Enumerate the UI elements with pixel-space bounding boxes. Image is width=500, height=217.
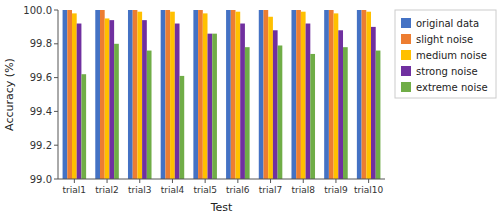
y-tick-label: 99.0 (30, 174, 52, 185)
bar (175, 24, 180, 179)
x-tick-label: trial5 (193, 185, 216, 195)
y-tick-label: 99.4 (30, 106, 52, 117)
bar (100, 10, 105, 179)
bar (203, 13, 208, 179)
bar (212, 34, 217, 179)
legend-swatch (401, 18, 411, 28)
bar (161, 10, 166, 179)
bar (291, 10, 296, 179)
x-tick-label: trial2 (95, 185, 118, 195)
x-tick (205, 179, 206, 183)
bar (296, 10, 301, 179)
x-tick-label: trial8 (292, 185, 316, 195)
bar (245, 47, 250, 179)
bar (263, 10, 268, 179)
legend: original data slight noise medium noise str… (395, 10, 496, 98)
bar (198, 10, 203, 179)
bar (301, 12, 306, 179)
bar (137, 12, 142, 179)
x-tick-label: trial10 (354, 185, 383, 195)
bar (193, 10, 198, 179)
y-tick (54, 111, 58, 112)
bar (180, 76, 185, 179)
bar (170, 12, 175, 179)
bar (133, 10, 138, 179)
bar (376, 51, 381, 179)
legend-label: original data (416, 18, 479, 29)
bar (105, 18, 110, 179)
y-tick (54, 145, 58, 146)
y-tick-label: 100.0 (23, 5, 52, 16)
bar (343, 47, 348, 179)
bar (72, 13, 77, 179)
chart: 99.0 99.2 99.4 99.6 99.8 100.0 trial1 trial2 tri… (0, 0, 500, 217)
y-tick (54, 43, 58, 44)
legend-label: slight noise (416, 34, 473, 45)
bar (273, 30, 278, 179)
x-tick (139, 179, 140, 183)
y-axis-line (58, 10, 59, 179)
bar (63, 10, 68, 179)
bar (324, 10, 329, 179)
y-tick-label: 99.2 (30, 140, 52, 151)
bar (306, 24, 311, 179)
bar (67, 10, 72, 179)
bar (226, 10, 231, 179)
legend-swatch (401, 34, 411, 44)
x-tick (107, 179, 108, 183)
bar (310, 54, 315, 179)
bar (208, 34, 213, 179)
x-tick-label: trial3 (128, 185, 151, 195)
x-tick (237, 179, 238, 183)
bar (268, 17, 273, 179)
legend-swatch (401, 66, 411, 76)
x-tick (303, 179, 304, 183)
x-tick (335, 179, 336, 183)
bar (334, 13, 339, 179)
legend-label: extreme noise (416, 82, 488, 93)
bar (142, 20, 147, 179)
bar (357, 10, 362, 179)
bar (165, 10, 170, 179)
legend-swatch (401, 50, 411, 60)
bar (278, 45, 283, 179)
bar (114, 44, 119, 179)
x-tick-label: trial6 (226, 185, 250, 195)
x-tick (270, 179, 271, 183)
x-axis-title: Test (210, 201, 233, 214)
bar (240, 24, 245, 179)
bars (63, 10, 381, 179)
bar (109, 20, 114, 179)
bar (128, 10, 133, 179)
legend-label: strong noise (416, 66, 478, 77)
x-tick (74, 179, 75, 183)
x-tick (368, 179, 369, 183)
x-tick-label: trial9 (324, 185, 348, 195)
bar (371, 27, 376, 179)
bar (95, 10, 100, 179)
y-axis-title: Accuracy (%) (3, 58, 16, 131)
y-tick-label: 99.8 (30, 38, 52, 49)
bar (329, 10, 334, 179)
legend-label: medium noise (416, 50, 487, 61)
x-tick-label: trial1 (63, 185, 86, 195)
bar (259, 10, 264, 179)
y-tick-label: 99.6 (30, 72, 52, 83)
bar (231, 10, 236, 179)
legend-swatch (401, 82, 411, 92)
x-tick (172, 179, 173, 183)
bar (366, 12, 371, 179)
y-tick (54, 10, 58, 11)
bar (362, 10, 367, 179)
bar (147, 51, 152, 179)
bar (338, 30, 343, 179)
x-tick-label: trial7 (259, 185, 282, 195)
y-tick (54, 179, 58, 180)
bar (235, 12, 240, 179)
bar (81, 74, 86, 179)
bar (77, 24, 82, 179)
y-tick (54, 77, 58, 78)
x-tick-label: trial4 (161, 185, 185, 195)
legend-box (395, 10, 496, 98)
